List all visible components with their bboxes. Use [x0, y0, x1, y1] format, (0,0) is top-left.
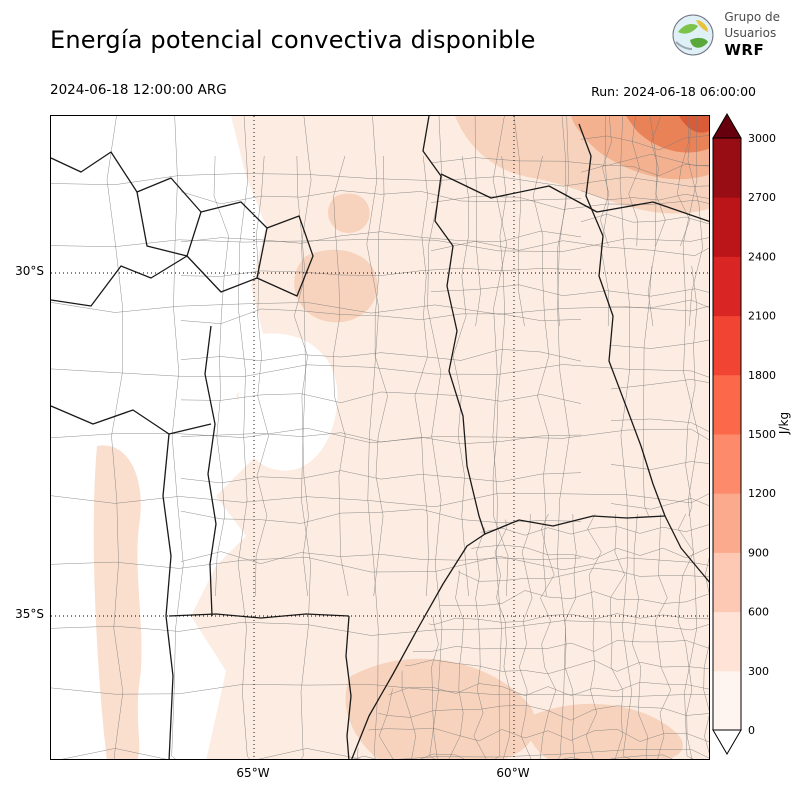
page-title: Energía potencial convectiva disponible — [50, 26, 536, 54]
svg-text:300: 300 — [748, 665, 769, 678]
lat-label-30s: 30°S — [15, 264, 44, 278]
colorbar: 0 300 600 900 1200 1500 1800 2100 2400 2700 3000 — [712, 113, 776, 755]
logo-line1: Grupo de — [724, 10, 780, 24]
cape-map — [51, 116, 709, 759]
svg-text:1200: 1200 — [748, 487, 776, 500]
lon-label-60w: 60°W — [496, 766, 530, 780]
lat-label-35s: 35°S — [15, 607, 44, 621]
svg-text:0: 0 — [748, 724, 755, 737]
colorbar-unit-label: J/kg — [777, 411, 791, 435]
svg-text:1800: 1800 — [748, 369, 776, 382]
svg-text:2700: 2700 — [748, 191, 776, 204]
globe-icon — [672, 14, 714, 56]
wrf-logo: Grupo de Usuarios WRF — [670, 10, 780, 61]
svg-text:600: 600 — [748, 606, 769, 619]
logo-line2: Usuarios — [724, 25, 777, 40]
svg-text:1500: 1500 — [748, 428, 776, 441]
logo-wrf: WRF — [724, 41, 765, 60]
run-time-label: Run: 2024-06-18 06:00:00 — [591, 84, 756, 99]
map-frame — [50, 115, 710, 760]
svg-text:2100: 2100 — [748, 310, 776, 323]
svg-text:900: 900 — [748, 546, 769, 559]
svg-text:2400: 2400 — [748, 250, 776, 263]
logo-text: Grupo de Usuarios WRF — [724, 10, 780, 61]
svg-text:3000: 3000 — [748, 132, 776, 145]
cape-shading — [93, 116, 709, 759]
lon-label-65w: 65°W — [236, 766, 270, 780]
province-borders — [51, 116, 709, 759]
department-borders — [51, 116, 709, 759]
valid-time-label: 2024-06-18 12:00:00 ARG — [50, 82, 227, 98]
